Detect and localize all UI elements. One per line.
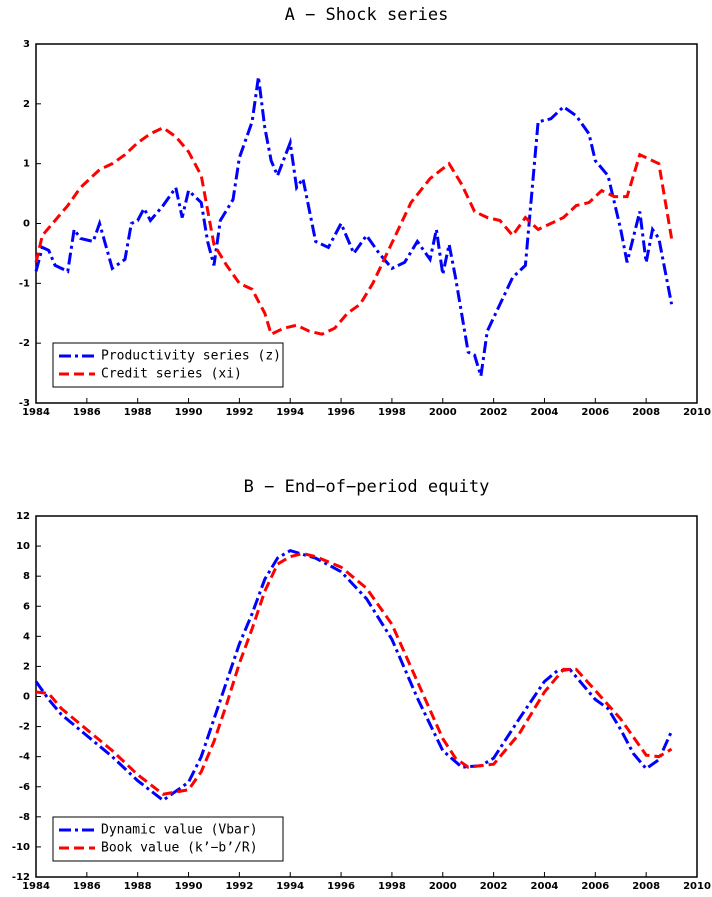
x-tick-label: 2000 [429, 407, 457, 418]
data-line [34, 76, 674, 377]
chart-title: B − End−of−period equity [244, 477, 490, 497]
x-tick-label: 1990 [175, 407, 203, 418]
y-tick-label: 1 [23, 159, 30, 170]
legend-label: Book value (k’−b’/R) [101, 841, 258, 856]
x-tick-label: 2004 [531, 407, 559, 418]
data-line [34, 548, 673, 803]
y-tick-label: 2 [23, 99, 30, 110]
y-tick-label: 3 [23, 39, 30, 50]
y-tick-label: 2 [23, 661, 30, 672]
x-tick-label: 1992 [225, 881, 253, 892]
y-tick-label: -6 [19, 782, 30, 793]
x-tick-label: 1994 [276, 407, 304, 418]
y-tick-label: -10 [12, 842, 30, 853]
x-tick-label: 2010 [683, 407, 711, 418]
x-tick-label: 2008 [632, 881, 660, 892]
y-tick-label: -3 [19, 398, 30, 409]
y-tick-label: 0 [23, 692, 30, 703]
x-tick-label: 1992 [225, 407, 253, 418]
x-tick-label: 1990 [175, 881, 203, 892]
legend-box [52, 342, 284, 388]
legend-label: Dynamic value (Vbar) [101, 823, 258, 838]
y-tick-label: 0 [23, 219, 30, 230]
y-tick-label: 8 [23, 571, 30, 582]
x-tick-label: 1986 [73, 881, 101, 892]
x-tick-label: 1998 [378, 881, 406, 892]
y-tick-label: -1 [19, 278, 30, 289]
y-tick-label: -12 [12, 872, 30, 883]
chart-title: A − Shock series [285, 5, 449, 25]
x-tick-label: 1998 [378, 407, 406, 418]
x-tick-label: 1986 [73, 407, 101, 418]
y-tick-label: 12 [16, 511, 30, 522]
x-tick-label: 1984 [22, 881, 50, 892]
data-line [34, 126, 674, 337]
legend-box [52, 816, 284, 862]
x-tick-label: 2010 [683, 881, 711, 892]
y-tick-label: 4 [23, 631, 30, 642]
x-tick-label: 2002 [480, 881, 508, 892]
x-tick-label: 1988 [124, 407, 152, 418]
x-tick-label: 2004 [531, 881, 559, 892]
x-tick-label: 1996 [327, 881, 355, 892]
x-tick-label: 2002 [480, 407, 508, 418]
legend-label: Credit series (xi) [101, 367, 242, 382]
x-tick-label: 2006 [581, 407, 609, 418]
x-tick-label: 1984 [22, 407, 50, 418]
x-tick-label: 2006 [581, 881, 609, 892]
data-line [35, 552, 673, 796]
x-tick-label: 1994 [276, 881, 304, 892]
x-tick-label: 1988 [124, 881, 152, 892]
legend-label: Productivity series (z) [101, 349, 281, 364]
x-tick-label: 2008 [632, 407, 660, 418]
y-tick-label: -2 [19, 722, 30, 733]
y-tick-label: 6 [23, 601, 30, 612]
x-tick-label: 2000 [429, 881, 457, 892]
x-tick-label: 1996 [327, 407, 355, 418]
y-tick-label: -4 [19, 752, 30, 763]
y-tick-label: 10 [16, 541, 30, 552]
y-tick-label: -8 [19, 812, 30, 823]
y-tick-label: -2 [19, 338, 30, 349]
